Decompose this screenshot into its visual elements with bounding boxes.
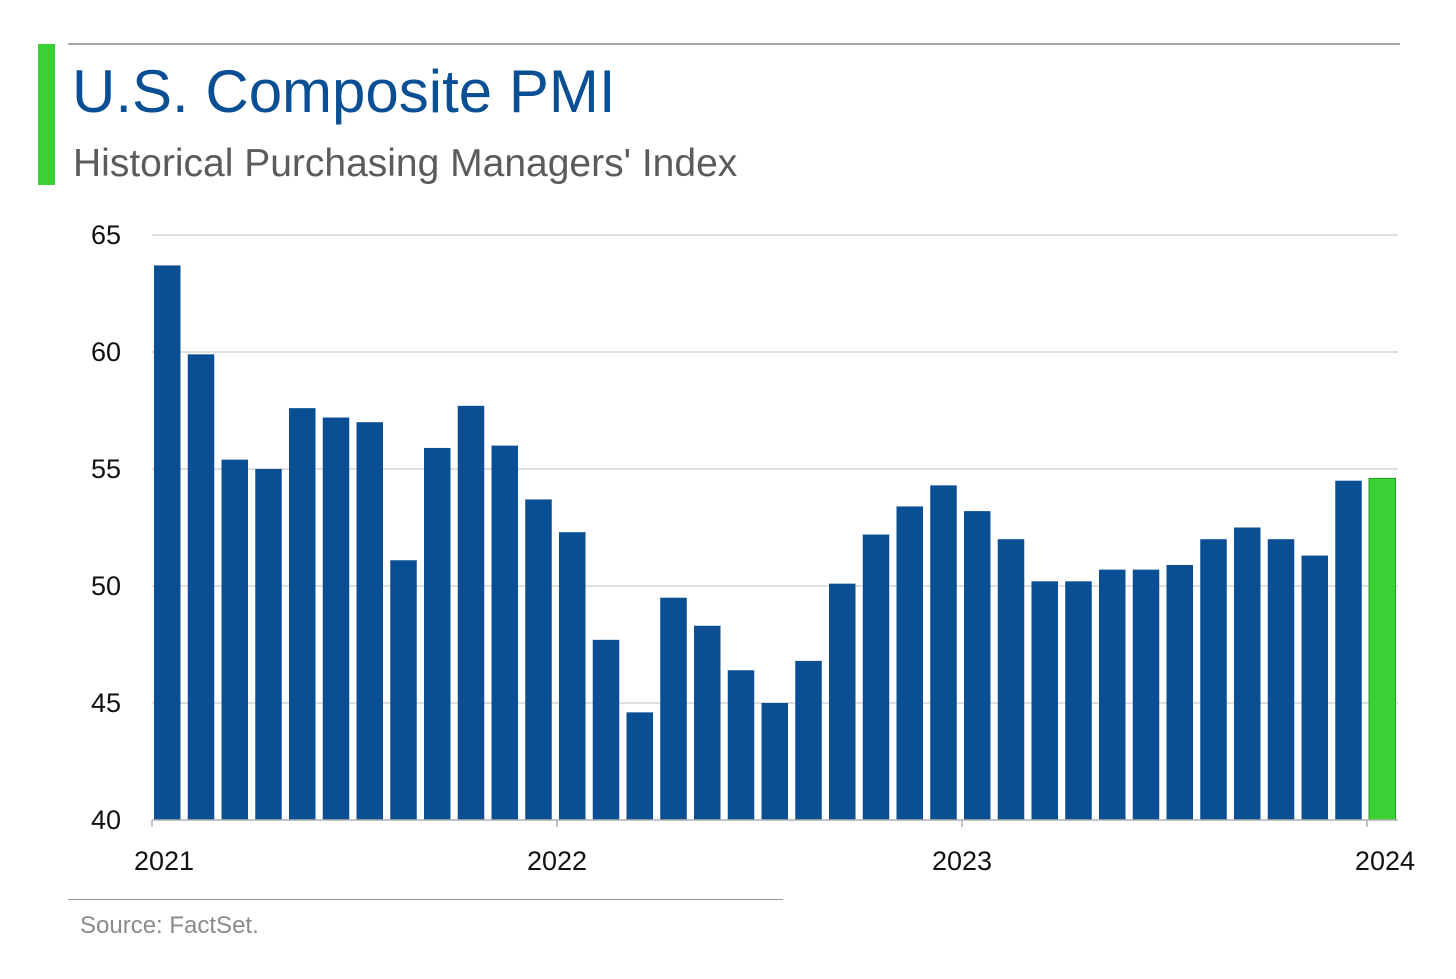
bar	[1065, 581, 1092, 820]
y-tick-label: 60	[91, 337, 121, 367]
chart-title: U.S. Composite PMI	[72, 58, 616, 125]
bar	[1132, 569, 1160, 820]
x-tick-label: 2021	[134, 846, 194, 876]
bar	[1335, 480, 1362, 820]
source-note: Source: FactSet.	[80, 912, 259, 939]
bar	[390, 560, 417, 820]
bar	[289, 408, 316, 820]
bar	[694, 625, 721, 820]
chart-subtitle: Historical Purchasing Managers' Index	[73, 142, 738, 185]
x-tick-label: 2022	[527, 846, 587, 876]
bar	[1267, 539, 1295, 820]
bar	[795, 660, 822, 820]
y-tick-label: 55	[91, 454, 121, 484]
bar	[1031, 581, 1058, 820]
bar	[660, 597, 687, 820]
bar	[457, 405, 485, 820]
bar	[1301, 555, 1328, 820]
bar	[964, 511, 991, 820]
highlight-bar	[1368, 477, 1396, 821]
bar	[356, 422, 383, 820]
bar	[727, 670, 755, 820]
bar	[930, 485, 957, 820]
bar	[1166, 564, 1193, 820]
bar	[1099, 569, 1126, 820]
bar	[862, 534, 890, 820]
bar	[491, 445, 518, 820]
bar	[997, 539, 1025, 820]
bar	[322, 417, 350, 820]
bar	[896, 506, 923, 820]
source-rule	[68, 899, 783, 900]
y-tick-label: 50	[91, 571, 121, 601]
y-tick-label: 65	[91, 220, 121, 250]
y-tick-label: 40	[91, 805, 121, 835]
bar	[424, 447, 451, 820]
title-accent-bar	[38, 44, 55, 185]
bar	[221, 459, 248, 820]
x-tick-label: 2024	[1355, 846, 1415, 876]
bar	[1234, 527, 1261, 820]
bar	[525, 499, 552, 820]
x-tick-label: 2023	[932, 846, 992, 876]
bar	[154, 265, 181, 820]
bar	[1200, 539, 1227, 820]
bar	[626, 712, 653, 820]
top-rule	[68, 43, 1400, 45]
bar	[829, 583, 856, 820]
bar	[761, 703, 788, 820]
bar	[187, 354, 215, 820]
bar	[559, 532, 586, 820]
y-tick-label: 45	[91, 688, 121, 718]
bar	[592, 639, 620, 820]
bar	[255, 469, 282, 820]
